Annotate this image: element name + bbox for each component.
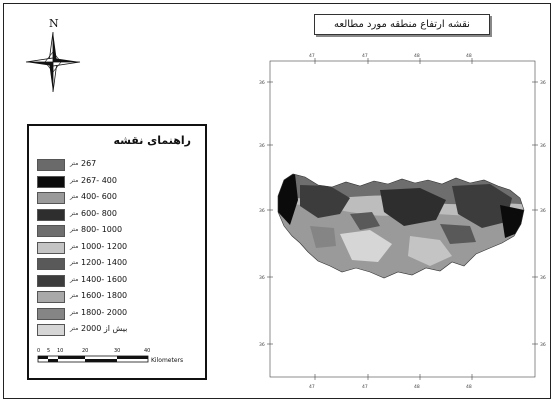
map-title: نقشه ارتفاع منطقه مورد مطالعه: [334, 19, 470, 30]
legend-range: 1800- 2000: [81, 307, 128, 317]
legend-unit: متر: [70, 325, 79, 332]
legend-swatch: [37, 324, 65, 336]
scale-tick-label: 20: [82, 348, 88, 354]
legend-range: 600- 800: [81, 208, 117, 218]
legend-swatch: [37, 208, 65, 221]
scale-bar: 0 5 10 20 30 40 Kilometers: [37, 348, 183, 364]
legend-swatch: [37, 258, 65, 270]
legend-range: 2000 بیش از: [81, 324, 128, 333]
legend-swatch: [37, 307, 65, 320]
legend-range: 800- 1000: [81, 225, 123, 234]
left-tick-label: 36: [259, 342, 265, 348]
legend-swatch: [37, 274, 65, 287]
map-title-box: نقشه ارتفاع منطقه مورد مطالعه: [314, 14, 490, 35]
left-ticks: [267, 81, 273, 345]
legend-item: متر 267- 400: [37, 175, 202, 189]
bottom-ticks: [314, 374, 473, 380]
top-tick-label: 48: [414, 53, 420, 59]
left-tick-label: 36: [259, 143, 265, 149]
legend-unit: متر: [70, 308, 79, 316]
legend-item: متر 267: [37, 159, 202, 172]
top-tick-label: 47: [309, 53, 315, 59]
scale-tick-label: 10: [57, 348, 63, 354]
scale-unit: Kilometers: [151, 357, 183, 364]
scale-tick-label: 40: [144, 348, 150, 354]
legend-range: 1400- 1600: [81, 274, 128, 284]
legend-range: 1200- 1400: [81, 258, 128, 267]
legend-item: متر 2000 بیش از: [37, 324, 202, 337]
bottom-tick-label: 48: [414, 384, 420, 390]
graticule: [267, 58, 538, 380]
left-tick-label: 36: [259, 208, 265, 214]
top-ticks: [314, 58, 473, 64]
graticule-box: [269, 60, 536, 378]
scale-tick-label: 0: [37, 348, 40, 354]
study-area-terrain: [278, 174, 524, 278]
right-tick-label: 36: [540, 80, 546, 86]
map-legend: راهنمای نقشه متر 267 متر 267- 400 متر 400- 60…: [27, 124, 207, 380]
legend-item: متر 600- 800: [37, 208, 202, 222]
legend-swatch: [37, 175, 65, 188]
legend-item: متر 800- 1000: [37, 225, 202, 238]
legend-range: 267: [81, 159, 97, 168]
legend-item: متر 1600- 1800: [37, 291, 202, 304]
legend-unit: متر: [70, 209, 79, 217]
bottom-tick-label: 48: [466, 384, 472, 390]
legend-unit: متر: [70, 226, 79, 233]
right-tick-label: 36: [540, 342, 546, 348]
bottom-tick-label: 47: [362, 384, 368, 390]
legend-item: متر 1800- 2000: [37, 307, 202, 321]
legend-title: راهنمای نقشه: [113, 134, 191, 147]
legend-swatch: [37, 291, 65, 303]
legend-range: 267- 400: [81, 175, 117, 185]
top-tick-label: 47: [362, 53, 368, 59]
legend-swatch: [37, 241, 65, 254]
right-tick-label: 36: [540, 208, 546, 214]
legend-swatch: [37, 192, 65, 204]
left-tick-label: 36: [259, 80, 265, 86]
legend-item: متر 1400- 1600: [37, 274, 202, 288]
legend-swatch: [37, 225, 65, 237]
scale-tick-label: 5: [47, 348, 50, 354]
bottom-tick-label: 47: [309, 384, 315, 390]
legend-unit: متر: [70, 193, 79, 200]
left-tick-label: 36: [259, 275, 265, 281]
legend-range: 1000- 1200: [81, 241, 128, 251]
legend-unit: متر: [70, 176, 79, 184]
legend-unit: متر: [70, 160, 79, 167]
legend-item: متر 400- 600: [37, 192, 202, 205]
legend-unit: متر: [70, 259, 79, 266]
legend-range: 400- 600: [81, 192, 117, 201]
legend-unit: متر: [70, 242, 79, 250]
legend-item: متر 1200- 1400: [37, 258, 202, 271]
legend-unit: متر: [70, 292, 79, 299]
legend-swatch: [37, 159, 65, 171]
right-ticks: [532, 81, 538, 345]
north-arrow-icon: N: [25, 18, 81, 93]
top-tick-label: 48: [466, 53, 472, 59]
north-label: N: [49, 18, 59, 30]
study-area-outline: [277, 173, 525, 279]
legend-unit: متر: [70, 275, 79, 283]
legend-item: متر 1000- 1200: [37, 241, 202, 255]
scale-tick-label: 30: [114, 348, 120, 354]
legend-range: 1600- 1800: [81, 291, 128, 300]
right-tick-label: 36: [540, 143, 546, 149]
right-tick-label: 36: [540, 275, 546, 281]
